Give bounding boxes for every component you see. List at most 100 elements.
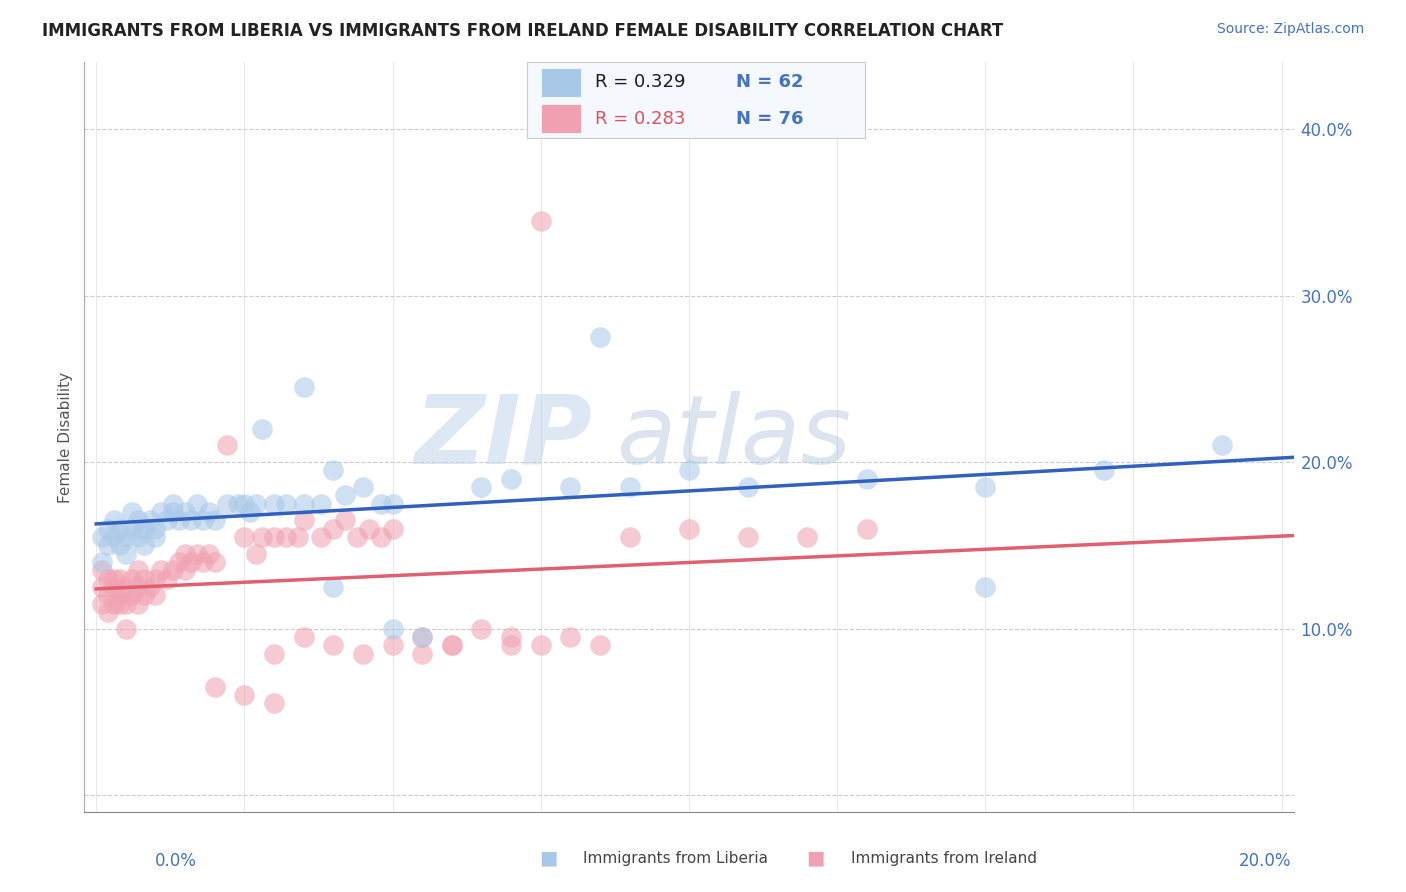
Point: [292, 497, 315, 511]
Point: [156, 513, 179, 527]
Point: [127, 580, 149, 594]
Point: [678, 463, 700, 477]
Point: [215, 438, 238, 452]
Point: [145, 588, 167, 602]
Text: R = 0.329: R = 0.329: [595, 73, 685, 91]
Point: [239, 505, 262, 519]
Point: [127, 513, 149, 527]
Point: [974, 580, 997, 594]
Point: [97, 538, 120, 552]
Point: [145, 530, 167, 544]
Point: [174, 547, 197, 561]
Point: [233, 688, 256, 702]
Point: [322, 463, 344, 477]
Point: [97, 605, 120, 619]
Point: [370, 497, 392, 511]
Point: [352, 647, 374, 661]
Point: [186, 497, 208, 511]
Point: [228, 497, 250, 511]
Point: [530, 213, 553, 227]
Point: [470, 622, 492, 636]
Point: [974, 480, 997, 494]
Point: [250, 530, 273, 544]
Point: [91, 563, 114, 577]
Point: [132, 538, 155, 552]
Point: [97, 522, 120, 536]
Point: [530, 638, 553, 652]
Point: [737, 530, 759, 544]
Point: [162, 497, 184, 511]
Point: [215, 497, 238, 511]
Point: [250, 422, 273, 436]
Point: [501, 630, 523, 644]
Point: [796, 530, 818, 544]
Point: [381, 497, 404, 511]
Point: [150, 563, 173, 577]
Point: [311, 497, 333, 511]
Text: atlas: atlas: [616, 391, 852, 483]
Point: [162, 505, 184, 519]
Point: [263, 497, 285, 511]
Point: [103, 597, 125, 611]
Text: R = 0.283: R = 0.283: [595, 110, 685, 128]
Point: [855, 522, 877, 536]
Point: [263, 530, 285, 544]
Point: [91, 597, 114, 611]
Text: N = 62: N = 62: [737, 73, 804, 91]
Point: [91, 530, 114, 544]
Point: [191, 513, 214, 527]
Point: [560, 630, 582, 644]
Point: [1092, 463, 1115, 477]
Point: [245, 547, 267, 561]
FancyBboxPatch shape: [541, 68, 581, 96]
Point: [121, 588, 143, 602]
Point: [370, 530, 392, 544]
Point: [204, 513, 226, 527]
Point: [292, 513, 315, 527]
Point: [233, 530, 256, 544]
Point: [174, 505, 197, 519]
Point: [121, 572, 143, 586]
Point: [501, 472, 523, 486]
Point: [322, 638, 344, 652]
Point: [274, 497, 297, 511]
Point: [132, 572, 155, 586]
Point: [97, 572, 120, 586]
Text: IMMIGRANTS FROM LIBERIA VS IMMIGRANTS FROM IRELAND FEMALE DISABILITY CORRELATION: IMMIGRANTS FROM LIBERIA VS IMMIGRANTS FR…: [42, 22, 1004, 40]
Point: [167, 513, 190, 527]
Point: [678, 522, 700, 536]
Point: [115, 622, 138, 636]
Point: [186, 547, 208, 561]
Point: [381, 638, 404, 652]
Point: [292, 630, 315, 644]
Point: [440, 638, 463, 652]
Point: [91, 555, 114, 569]
Point: [352, 480, 374, 494]
Point: [103, 513, 125, 527]
Point: [103, 572, 125, 586]
Point: [855, 472, 877, 486]
Point: [91, 580, 114, 594]
Point: [737, 480, 759, 494]
Point: [333, 513, 356, 527]
Point: [108, 572, 131, 586]
Point: [145, 572, 167, 586]
Point: [121, 522, 143, 536]
Text: Immigrants from Ireland: Immigrants from Ireland: [851, 851, 1036, 865]
Text: Source: ZipAtlas.com: Source: ZipAtlas.com: [1216, 22, 1364, 37]
Point: [470, 480, 492, 494]
Text: 20.0%: 20.0%: [1239, 852, 1292, 870]
Point: [619, 480, 641, 494]
Point: [108, 538, 131, 552]
Text: ■: ■: [806, 848, 825, 868]
Text: Immigrants from Liberia: Immigrants from Liberia: [583, 851, 769, 865]
Point: [346, 530, 368, 544]
Y-axis label: Female Disability: Female Disability: [58, 371, 73, 503]
Point: [501, 638, 523, 652]
Point: [322, 580, 344, 594]
Point: [287, 530, 309, 544]
Point: [263, 697, 285, 711]
Point: [440, 638, 463, 652]
Point: [167, 555, 190, 569]
Point: [381, 522, 404, 536]
